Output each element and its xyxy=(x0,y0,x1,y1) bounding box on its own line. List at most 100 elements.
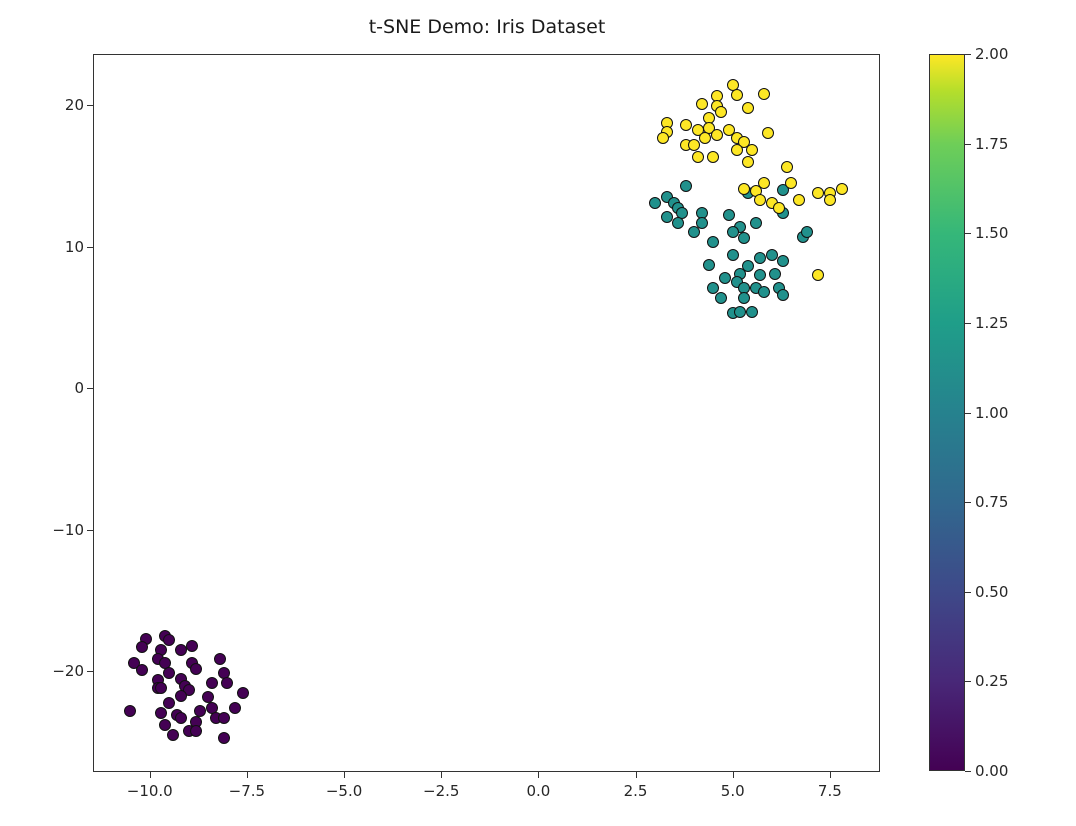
data-point xyxy=(190,724,203,737)
y-tick xyxy=(87,104,93,106)
data-point xyxy=(163,666,176,679)
data-point xyxy=(730,89,743,102)
data-point xyxy=(186,639,199,652)
data-point xyxy=(746,144,759,157)
colorbar-tick-label: 0.00 xyxy=(975,762,1009,780)
colorbar-tick-label: 0.25 xyxy=(975,672,1009,691)
data-point xyxy=(718,271,731,284)
x-tick xyxy=(246,772,248,778)
data-point xyxy=(707,151,720,164)
data-point xyxy=(742,155,755,168)
colorbar-tick-label: 1.00 xyxy=(975,403,1009,422)
data-point xyxy=(687,226,700,239)
data-point xyxy=(695,216,708,229)
y-tick-label: 0 xyxy=(74,379,84,398)
data-point xyxy=(155,706,168,719)
data-point xyxy=(750,216,763,229)
x-tick xyxy=(635,772,637,778)
data-point xyxy=(135,641,148,654)
x-tick xyxy=(732,772,734,778)
data-point xyxy=(738,182,751,195)
data-point xyxy=(753,193,766,206)
data-point xyxy=(656,131,669,144)
data-point xyxy=(707,281,720,294)
x-tick-label: 0.0 xyxy=(526,782,551,800)
y-tick-label: −20 xyxy=(52,662,84,681)
data-point xyxy=(812,268,825,281)
data-point xyxy=(163,696,176,709)
data-point xyxy=(691,151,704,164)
data-point xyxy=(703,259,716,271)
colorbar xyxy=(929,54,965,771)
data-point xyxy=(229,702,242,715)
data-point xyxy=(202,690,215,703)
colorbar-tick-label: 2.00 xyxy=(975,45,1009,63)
x-tick-label: 7.5 xyxy=(817,782,842,800)
data-point xyxy=(217,732,230,744)
data-point xyxy=(757,87,770,100)
data-point xyxy=(680,179,693,192)
data-point xyxy=(660,210,673,223)
data-point xyxy=(217,712,230,725)
data-point xyxy=(174,712,187,725)
colorbar-tick xyxy=(965,591,971,593)
colorbar-tick-label: 0.75 xyxy=(975,493,1009,512)
colorbar-tick xyxy=(965,233,971,235)
data-point xyxy=(800,226,813,239)
data-point xyxy=(726,249,739,262)
data-point xyxy=(715,291,728,304)
data-point xyxy=(159,719,172,732)
data-point xyxy=(237,686,250,699)
data-point xyxy=(765,249,778,262)
data-point xyxy=(194,705,207,718)
x-tick-label: 5.0 xyxy=(720,782,745,800)
data-point xyxy=(742,101,755,114)
data-point xyxy=(135,664,148,677)
data-point xyxy=(687,138,700,151)
colorbar-tick xyxy=(965,54,971,55)
data-point xyxy=(213,652,226,665)
data-point xyxy=(773,202,786,215)
data-point xyxy=(738,232,751,245)
colorbar-tick xyxy=(965,502,971,504)
data-point xyxy=(174,689,187,702)
y-tick-label: 10 xyxy=(64,237,84,256)
y-tick-label: −10 xyxy=(52,520,84,539)
data-point xyxy=(738,291,751,304)
data-point xyxy=(777,254,790,267)
data-point xyxy=(785,176,797,189)
data-point xyxy=(680,118,693,131)
data-point xyxy=(753,251,766,264)
colorbar-tick xyxy=(965,771,971,772)
data-point xyxy=(648,196,661,209)
data-point xyxy=(167,729,180,742)
data-point xyxy=(711,128,724,141)
x-tick-label: −7.5 xyxy=(228,782,266,800)
x-tick xyxy=(829,772,831,778)
data-point xyxy=(761,127,774,140)
plot-area xyxy=(93,54,880,772)
colorbar-tick-label: 1.25 xyxy=(975,313,1009,332)
x-tick xyxy=(344,772,346,778)
x-tick-label: −2.5 xyxy=(423,782,460,800)
data-point xyxy=(792,193,805,206)
y-tick xyxy=(87,246,93,248)
y-tick xyxy=(87,529,93,531)
data-point xyxy=(205,676,218,689)
data-point xyxy=(812,186,825,199)
data-point xyxy=(695,97,708,110)
data-point xyxy=(757,285,770,298)
data-point xyxy=(823,193,836,206)
data-point xyxy=(155,682,168,695)
colorbar-tick xyxy=(965,412,971,414)
data-point xyxy=(730,144,743,157)
data-point xyxy=(722,209,735,222)
x-tick-label: 2.5 xyxy=(623,782,648,800)
data-point xyxy=(174,644,187,657)
x-tick xyxy=(538,772,540,778)
data-point xyxy=(769,267,782,280)
data-point xyxy=(781,161,794,174)
colorbar-tick xyxy=(965,681,971,683)
data-point xyxy=(190,662,203,675)
data-point xyxy=(734,305,747,318)
